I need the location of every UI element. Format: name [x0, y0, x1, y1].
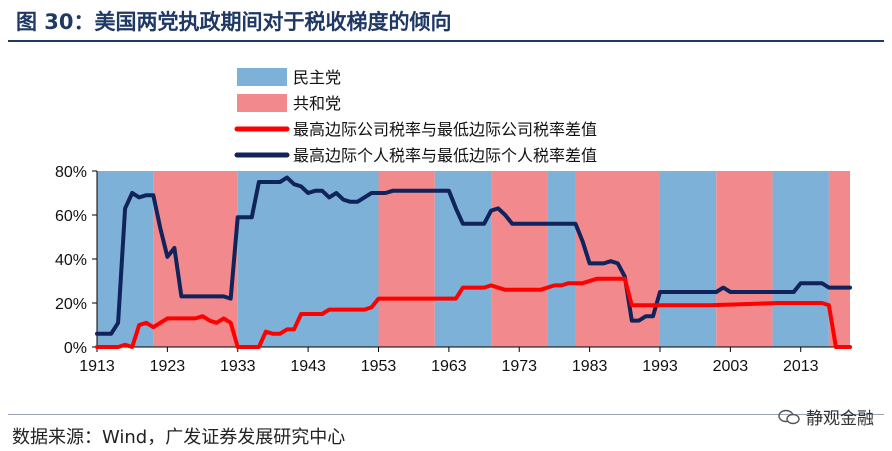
personal-tax-gap-line	[95, 175, 852, 336]
legend-swatch	[237, 68, 287, 86]
x-tick-label: 1983	[572, 358, 608, 375]
democrat-band-1977	[547, 171, 576, 347]
x-tick-label: 1963	[431, 358, 467, 375]
legend-swatch	[237, 94, 287, 112]
x-tick-label: 1973	[501, 358, 537, 375]
democrat-band-1933	[237, 171, 379, 347]
democrat-band-1993	[659, 171, 717, 347]
x-tick-label: 2013	[783, 358, 819, 375]
x-tick-label: 1943	[290, 358, 326, 375]
y-tick-label: 40%	[55, 252, 87, 269]
tax-gradient-chart: 0% 20% 40% 60% 80% 1913 1923 1933 1943 1953 1963 19…	[55, 68, 852, 375]
party-bands	[97, 171, 850, 347]
badge-label: 静观金融	[806, 409, 874, 429]
page-title: 图 30：美国两党执政期间对于税收梯度的倾向	[16, 10, 452, 34]
x-tick-label: 1913	[79, 358, 115, 375]
y-tick-label: 80%	[55, 164, 87, 181]
x-tick-label: 1933	[220, 358, 256, 375]
legend-label: 民主党	[293, 68, 341, 87]
wechat-badge: 静观金融	[778, 404, 874, 429]
data-source-note: 数据来源：Wind，广发证券发展研究中心	[12, 427, 346, 448]
title-divider	[8, 40, 884, 42]
legend-label: 最高边际公司税率与最低边际公司税率差值	[293, 120, 597, 139]
wechat-icon	[778, 409, 800, 424]
republican-band-1953	[378, 171, 435, 347]
x-tick-label: 1993	[642, 358, 678, 375]
x-tick-label: 1923	[150, 358, 186, 375]
x-tick-label: 2003	[713, 358, 749, 375]
chart-legend: 民主党共和党最高边际公司税率与最低边际公司税率差值最高边际个人税率与最低边际个人…	[234, 68, 597, 165]
x-tick-label: 1953	[361, 358, 397, 375]
chart-axes: 0% 20% 40% 60% 80% 1913 1923 1933 1943 1953 1963 19…	[55, 164, 850, 375]
republican-band-2001	[716, 171, 773, 347]
series-lines	[95, 175, 852, 349]
y-tick-label: 0%	[64, 340, 87, 357]
y-tick-label: 60%	[55, 208, 87, 225]
legend-label: 共和党	[293, 94, 341, 113]
y-tick-label: 20%	[55, 296, 87, 313]
democrat-band-1961	[434, 171, 492, 347]
republican-band-1969	[491, 171, 548, 347]
legend-label: 最高边际个人税率与最低边际个人税率差值	[293, 146, 597, 165]
footer-divider	[8, 414, 884, 415]
democrat-band-1913	[97, 171, 154, 347]
republican-band-2017	[828, 171, 850, 347]
corporate-tax-gap-line	[95, 276, 852, 349]
democrat-band-2009	[772, 171, 829, 347]
